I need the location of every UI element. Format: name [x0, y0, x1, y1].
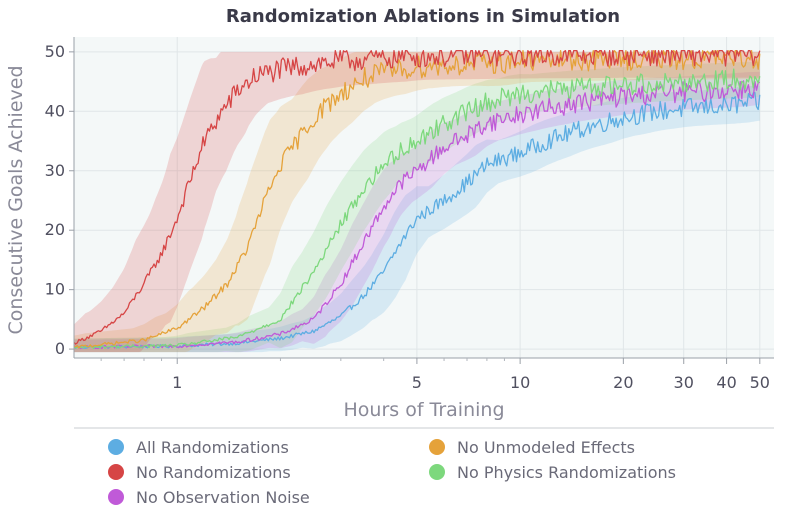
y-tick-label: 50: [45, 42, 65, 61]
legend-swatch: [429, 464, 445, 480]
x-tick-label: 50: [750, 373, 770, 392]
grid-lines: [74, 37, 774, 358]
series-band: [74, 85, 760, 353]
legend-swatch: [429, 439, 445, 455]
legend: All Randomizations No Unmodeled Effects No…: [108, 438, 676, 507]
legend-swatch: [108, 439, 124, 455]
chart-title: Randomization Ablations in Simulation: [226, 6, 620, 27]
legend-label: No Unmodeled Effects: [457, 438, 635, 457]
x-tick-label: 20: [613, 373, 633, 392]
legend-label: No Physics Randomizations: [457, 463, 676, 482]
x-tick-label: 40: [716, 373, 736, 392]
x-tick-label: 1: [172, 373, 182, 392]
y-tick-label: 10: [45, 280, 65, 299]
axes: [69, 37, 774, 364]
legend-label: All Randomizations: [136, 438, 289, 457]
legend-label: No Observation Noise: [136, 488, 310, 507]
y-tick-labels: 0 10 20 30 40 50: [45, 42, 65, 358]
series-band: [74, 51, 760, 353]
y-tick-label: 30: [45, 161, 65, 180]
series-line: [73, 50, 761, 345]
series-line: [73, 80, 760, 350]
y-tick-label: 0: [55, 339, 65, 358]
y-tick-label: 40: [45, 101, 65, 120]
legend-swatch: [108, 489, 124, 505]
series-band: [74, 61, 760, 353]
plot-background: [74, 37, 774, 358]
series-lines: [73, 50, 761, 350]
x-tick-labels: 1 5 10 20 30 40 50: [172, 373, 770, 392]
y-axis-label: Consecutive Goals Achieved: [5, 65, 27, 334]
series-band: [74, 51, 760, 353]
x-tick-label: 30: [674, 373, 694, 392]
x-tick-label: 10: [510, 373, 530, 392]
series-line: [73, 68, 761, 349]
legend-label: No Randomizations: [136, 463, 291, 482]
x-tick-label: 5: [412, 373, 422, 392]
y-tick-label: 20: [45, 220, 65, 239]
x-axis-label: Hours of Training: [343, 399, 504, 421]
legend-swatch: [108, 464, 124, 480]
